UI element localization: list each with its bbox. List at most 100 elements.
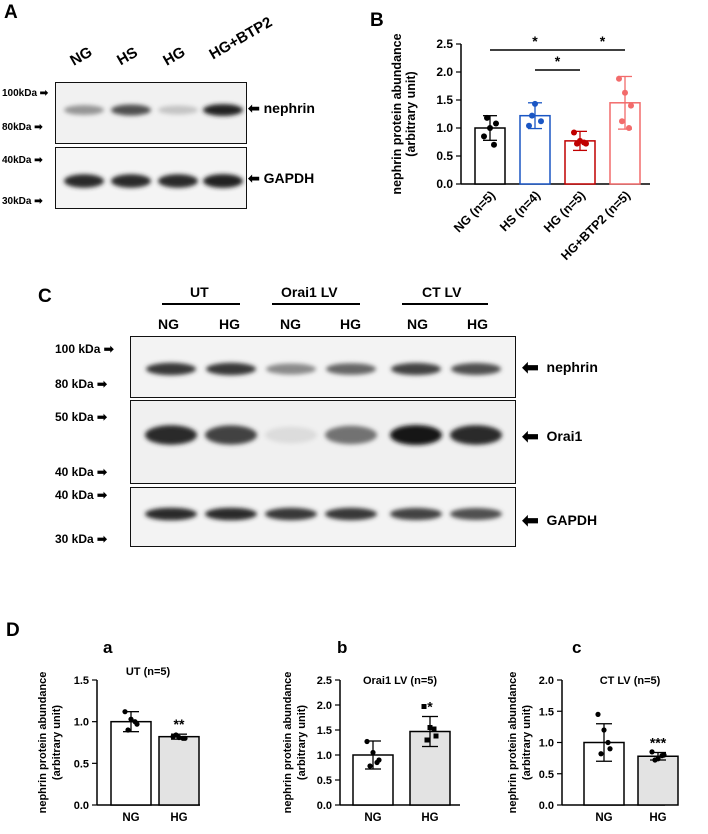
data-point — [595, 711, 601, 717]
marker-100kda: 100kDa ➡ — [2, 88, 49, 99]
orai1-band-c-2 — [205, 425, 257, 445]
marker-30kda: 30kDa ➡ — [2, 196, 43, 207]
y-axis-label: (arbitrary unit) — [404, 71, 418, 156]
x-tick-label: HG — [421, 812, 438, 824]
data-point — [571, 129, 577, 136]
data-point — [364, 738, 370, 745]
lane-label-hg: HG — [160, 43, 189, 70]
lane-c-2: HG — [219, 316, 240, 332]
lane-label-ng: NG — [67, 43, 96, 70]
panel-da-letter: a — [103, 638, 113, 657]
nephrin-band-c-6 — [451, 363, 501, 375]
y-tick-label: 2.5 — [317, 675, 332, 687]
data-point — [370, 749, 376, 756]
marker-c-100: 100 kDa ➡ — [55, 342, 114, 356]
data-point — [649, 749, 655, 755]
y-tick-label: 0.5 — [317, 775, 332, 787]
lane-c-3: NG — [280, 316, 301, 332]
chart-d-c: 0.0 0.5 1.0 1.5 2.0 nephrin protein abundance… — [507, 672, 679, 824]
lane-c-4: HG — [340, 316, 361, 332]
data-point — [622, 89, 628, 96]
orai1-band-c-6 — [450, 425, 502, 445]
data-point — [659, 753, 665, 759]
y-tick-label: 1.0 — [436, 121, 453, 135]
y-tick-label: 0.5 — [539, 769, 554, 781]
data-point — [427, 725, 433, 730]
y-tick-label: 1.0 — [317, 750, 332, 762]
nephrin-band-a-1 — [64, 105, 104, 115]
nephrin-label-c: ⬅ nephrin — [522, 357, 598, 379]
bar — [158, 735, 200, 806]
x-tick-label: NG — [595, 812, 612, 824]
data-point — [616, 75, 622, 82]
chart-b: 0.0 0.5 1.0 1.5 2.0 2.5 nephrin protein abunda… — [390, 33, 650, 263]
gapdh-label-a: ⬅ GAPDH — [248, 170, 315, 186]
nephrin-band-c-5 — [391, 362, 441, 376]
gapdh-band-a-3 — [158, 174, 198, 188]
data-point — [607, 746, 613, 752]
marker-c-50: 50 kDa ➡ — [55, 410, 108, 424]
marker-c-30: 30 kDa ➡ — [55, 532, 108, 546]
gapdh-band-c-4 — [325, 507, 377, 521]
nephrin-band-c-1 — [146, 362, 196, 376]
bar — [110, 720, 152, 806]
panel-dc-letter: c — [572, 638, 582, 657]
data-point — [581, 139, 587, 146]
panel-db-letter: b — [337, 638, 348, 657]
x-tick-label: HG — [649, 812, 666, 824]
data-point — [574, 140, 580, 147]
y-tick-label: 2.0 — [539, 675, 554, 687]
y-axis-label: nephrin protein abundance — [282, 672, 294, 814]
significance-label: * — [600, 33, 606, 49]
x-tick-label: NG — [364, 812, 381, 824]
y-tick-label: 0.0 — [539, 800, 554, 812]
nephrin-band-c-3 — [266, 363, 316, 375]
nephrin-blot-a — [55, 82, 247, 144]
bar — [637, 755, 679, 806]
marker-c-80: 80 kDa ➡ — [55, 377, 108, 391]
data-point — [598, 751, 604, 757]
y-tick-label: 0.0 — [74, 800, 89, 812]
significance-label: *** — [650, 735, 667, 751]
group-line-orai1 — [272, 303, 360, 305]
gapdh-band-a-4 — [203, 174, 243, 188]
data-point — [180, 735, 186, 741]
lane-label-hs: HS — [114, 43, 141, 70]
data-point — [122, 709, 128, 715]
panel-a-letter: A — [4, 2, 18, 23]
y-tick-label: 1.0 — [74, 717, 89, 729]
gapdh-band-c-2 — [205, 507, 257, 521]
significance-label: * — [555, 53, 561, 69]
chart-title: UT (n=5) — [126, 666, 171, 678]
significance-label: * — [427, 699, 433, 715]
data-point — [628, 102, 634, 109]
group-line-ut — [162, 303, 240, 305]
data-point — [493, 120, 499, 127]
gapdh-band-a-2 — [111, 174, 151, 188]
data-point — [374, 759, 380, 766]
panel-b-letter: B — [370, 10, 384, 31]
data-point — [481, 133, 487, 140]
data-point — [132, 719, 138, 725]
y-axis-label: (arbitrary unit) — [51, 705, 63, 781]
nephrin-band-a-3 — [158, 105, 198, 115]
marker-80kda: 80kDa ➡ — [2, 122, 43, 133]
orai1-band-c-3 — [265, 426, 317, 444]
x-tick-label: NG — [122, 812, 139, 824]
x-tick-label: HG — [170, 812, 187, 824]
data-point — [526, 122, 532, 129]
data-point — [619, 118, 625, 125]
data-point — [125, 727, 131, 733]
group-line-ct — [402, 303, 488, 305]
gapdh-band-c-3 — [265, 507, 317, 521]
chart-d-a: 0.0 0.5 1.0 1.5 nephrin protein abundance (ar… — [37, 666, 200, 824]
data-point — [491, 141, 497, 148]
y-tick-label: 0.5 — [74, 758, 89, 770]
data-point — [484, 114, 490, 121]
gapdh-band-c-5 — [390, 507, 442, 521]
marker-40kda: 40kDa ➡ — [2, 155, 43, 166]
nephrin-band-c-4 — [326, 363, 376, 375]
nephrin-band-a-2 — [111, 104, 151, 116]
data-point — [487, 125, 493, 131]
marker-c-40a: 40 kDa ➡ — [55, 465, 108, 479]
